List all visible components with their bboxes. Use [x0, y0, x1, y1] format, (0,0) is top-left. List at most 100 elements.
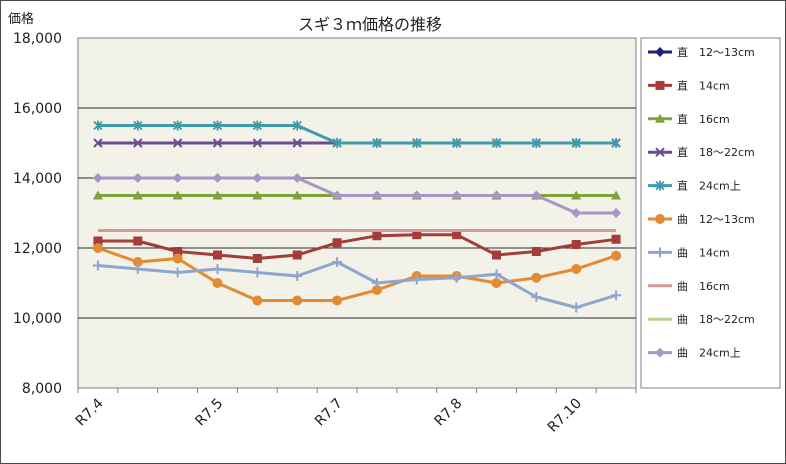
data-point: [611, 138, 621, 148]
legend-item: 直 12～13cm: [648, 45, 755, 59]
data-point: [451, 190, 462, 201]
data-point: [531, 138, 541, 148]
data-point: [372, 138, 382, 148]
legend-label: 曲 14cm: [677, 246, 730, 259]
data-point: [491, 278, 502, 288]
data-point: [93, 236, 103, 246]
legend: [640, 37, 781, 389]
data-point: [92, 173, 103, 183]
legend-item: 曲 14cm: [648, 246, 730, 259]
x-tick-label: R7.10: [545, 396, 585, 436]
data-point: [252, 295, 263, 306]
data-point: [531, 272, 542, 283]
data-point: [655, 47, 665, 57]
data-point: [531, 190, 542, 201]
data-point: [292, 190, 303, 200]
data-point: [92, 243, 103, 253]
data-point: [611, 290, 622, 301]
plot-area: [77, 37, 637, 389]
data-point: [292, 120, 302, 131]
series-path: [97, 233, 617, 260]
y-tick-label: 8,000: [22, 381, 62, 397]
series-line: [92, 257, 622, 313]
data-point: [332, 238, 342, 248]
legend-item: 直 18～22cm: [648, 145, 755, 159]
data-point: [133, 236, 143, 246]
legend-label: 曲 18～22cm: [677, 313, 755, 326]
data-point: [451, 272, 462, 283]
data-point: [173, 247, 183, 256]
data-point: [292, 250, 302, 260]
legend-item: 直 16cm: [648, 112, 730, 126]
y-tick-labels: 8,000 10,000 12,000 14,000 16,000 18,000: [13, 31, 62, 397]
data-point: [611, 234, 621, 244]
data-point: [412, 230, 422, 240]
data-point: [332, 190, 343, 201]
data-point: [611, 250, 622, 261]
legend-label: 直 16cm: [677, 112, 730, 126]
data-point: [172, 267, 183, 278]
series-path: [97, 176, 617, 215]
data-point: [571, 208, 582, 218]
data-point: [213, 250, 222, 260]
data-point: [372, 231, 382, 241]
data-point: [491, 138, 502, 148]
data-point: [212, 190, 223, 200]
data-point: [93, 138, 103, 148]
data-point: [252, 267, 263, 278]
data-point: [571, 138, 581, 148]
data-point: [292, 271, 303, 281]
data-point: [412, 138, 422, 148]
series-group: [92, 120, 622, 313]
y-tick-label: 10,000: [13, 311, 62, 327]
data-point: [252, 190, 263, 200]
legend-label: 直 24cm上: [677, 179, 741, 193]
legend-item: 曲 24cm上: [648, 347, 741, 360]
data-point: [92, 190, 103, 200]
y-tick-label: 12,000: [13, 241, 62, 257]
data-point: [172, 138, 183, 148]
data-point: [452, 230, 462, 240]
data-point: [371, 285, 382, 295]
x-tick-label: R7.8: [432, 396, 466, 430]
x-tick-labels: R7.4 R7.5 R7.7 R7.8 R7.10: [73, 388, 637, 436]
data-point: [132, 264, 143, 274]
series-line: [93, 120, 621, 148]
y-tick-label: 18,000: [13, 31, 62, 47]
data-point: [411, 190, 422, 201]
x-tick-label: R7.7: [312, 396, 346, 430]
data-point: [531, 292, 542, 302]
data-point: [172, 253, 183, 264]
data-point: [655, 113, 665, 123]
data-point: [252, 254, 262, 263]
data-point: [92, 260, 103, 271]
data-point: [655, 80, 665, 90]
y-tick-label: 14,000: [13, 171, 62, 187]
chart-title: スギ３ｍ価格の推移: [298, 15, 442, 34]
data-point: [371, 278, 382, 288]
data-point: [332, 295, 343, 306]
data-point: [132, 257, 143, 267]
series-path: [97, 246, 617, 302]
data-point: [212, 120, 223, 131]
y-axis-label: 価格: [8, 11, 34, 27]
data-point: [571, 302, 582, 313]
data-point: [491, 190, 502, 201]
data-point: [292, 173, 303, 183]
data-point: [292, 138, 302, 148]
data-point: [371, 190, 382, 201]
data-point: [491, 269, 502, 280]
data-point: [252, 173, 263, 183]
data-point: [332, 257, 343, 267]
data-point: [332, 138, 342, 148]
data-point: [571, 240, 581, 249]
data-point: [531, 247, 541, 256]
data-point: [655, 214, 665, 224]
data-point: [571, 264, 582, 274]
series-path: [97, 124, 617, 145]
data-point: [571, 190, 582, 200]
data-point: [212, 264, 223, 274]
data-point: [132, 190, 143, 200]
legend-item: 直 14cm: [648, 78, 730, 92]
legend-label: 曲 24cm上: [677, 347, 741, 360]
